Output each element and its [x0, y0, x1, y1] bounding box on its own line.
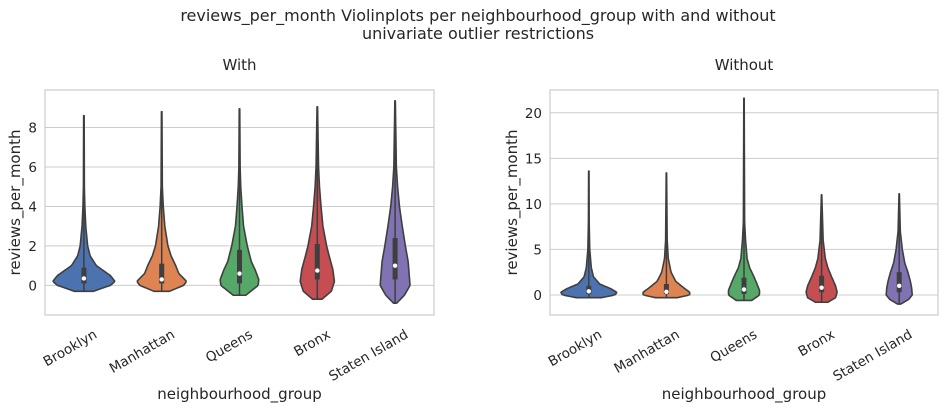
x-tick-label: Queens	[707, 327, 760, 367]
violin-median-dot	[664, 289, 669, 294]
violin-median-dot	[315, 268, 320, 273]
x-tick-label: Staten Island	[830, 327, 915, 385]
violin-median-dot	[159, 277, 164, 282]
x-tick-label: Bronx	[291, 327, 333, 361]
y-tick-label: 0	[28, 278, 37, 294]
axes-frame	[549, 89, 939, 316]
x-tick-label: Bronx	[796, 327, 838, 361]
violin-median-dot	[237, 271, 242, 276]
y-tick-label: 5	[533, 242, 542, 258]
violin-iqr-box	[741, 277, 747, 295]
x-tick-label: Staten Island	[326, 327, 411, 385]
violin-panel-without: 0 5 10 15 20 Brooklyn Manhattan Queens BronxStat…	[503, 56, 939, 404]
y-axis-label: reviews_per_month	[6, 129, 25, 275]
violin-median-dot	[81, 276, 87, 281]
violin-iqr-box	[392, 238, 398, 280]
violin-iqr-box	[819, 275, 825, 293]
y-tick-label: 8	[28, 121, 37, 137]
x-tick-label: Brooklyn	[546, 327, 605, 370]
violin-iqr-box	[159, 263, 165, 284]
x-tick-label: Manhattan	[611, 327, 682, 377]
x-tick-label: Manhattan	[107, 327, 178, 377]
y-tick-label: 6	[28, 160, 37, 176]
y-tick-label: 15	[525, 151, 542, 167]
y-tick-label: 20	[525, 106, 542, 122]
axes-frame	[44, 89, 435, 316]
violin-iqr-box	[663, 284, 669, 295]
violin-median-dot	[586, 289, 591, 294]
y-tick-label: 0	[533, 288, 542, 304]
y-tick-label: 4	[28, 199, 37, 215]
y-tick-label: 2	[28, 239, 37, 255]
violin-median-dot	[741, 287, 747, 292]
violin-panel-with: 0 2 4 6 8 Brooklyn Manhattan Queens BronxStaten …	[6, 56, 435, 404]
axes-title: Without	[715, 56, 774, 74]
x-tick-label: Queens	[203, 327, 256, 367]
violin-median-dot	[897, 283, 902, 289]
x-axis-label: neighbourhood_group	[157, 385, 322, 404]
y-tick-label: 10	[525, 197, 542, 213]
axes-title: With	[222, 56, 256, 74]
violin-iqr-box	[81, 267, 87, 284]
violin-median-dot	[819, 285, 824, 290]
x-tick-label: Brooklyn	[41, 327, 100, 370]
figure-suptitle-line2: univariate outlier restrictions	[362, 24, 594, 43]
x-axis-label: neighbourhood_group	[662, 385, 827, 404]
y-axis-label: reviews_per_month	[503, 129, 522, 275]
violin-iqr-box	[237, 249, 242, 284]
violin-iqr-box	[314, 243, 320, 280]
violin-iqr-box	[896, 272, 902, 293]
figure-suptitle-line1: reviews_per_month Violinplots per neighb…	[180, 6, 775, 26]
violin-median-dot	[392, 263, 398, 268]
